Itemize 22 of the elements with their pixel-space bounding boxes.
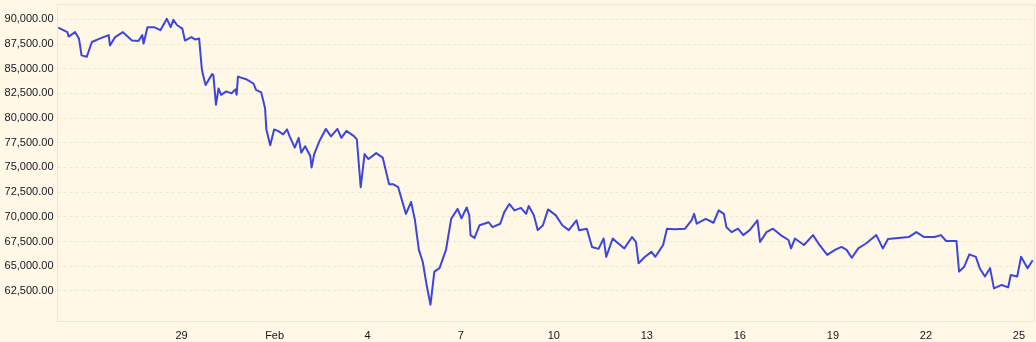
y-tick-label: 67,500.00 [4, 234, 54, 247]
y-tick-label: 77,500.00 [4, 135, 54, 148]
x-tick-label: 4 [364, 328, 371, 341]
x-tick-label: 19 [826, 328, 840, 341]
y-tick-label: 65,000.00 [4, 259, 54, 272]
x-tick-label: Feb [265, 328, 285, 341]
y-tick-label: 75,000.00 [4, 160, 54, 173]
x-tick-label: 22 [919, 328, 933, 341]
x-tick-label: 29 [175, 328, 188, 341]
y-tick-label: 90,000.00 [4, 12, 54, 25]
y-tick-label: 70,000.00 [4, 209, 54, 222]
y-tick-label: 82,500.00 [4, 86, 54, 99]
y-tick-label: 80,000.00 [4, 111, 54, 124]
y-tick-label: 62,500.00 [4, 283, 54, 296]
x-tick-label: 7 [457, 328, 464, 341]
x-tick-label: 10 [547, 328, 560, 341]
x-tick-label: 16 [733, 328, 746, 341]
x-tick-label: 13 [640, 328, 653, 341]
x-tick-label: 25 [1012, 328, 1026, 341]
y-tick-label: 87,500.00 [4, 37, 54, 49]
y-tick-label: 72,500.00 [4, 185, 54, 198]
y-tick-label: 85,000.00 [4, 61, 54, 74]
